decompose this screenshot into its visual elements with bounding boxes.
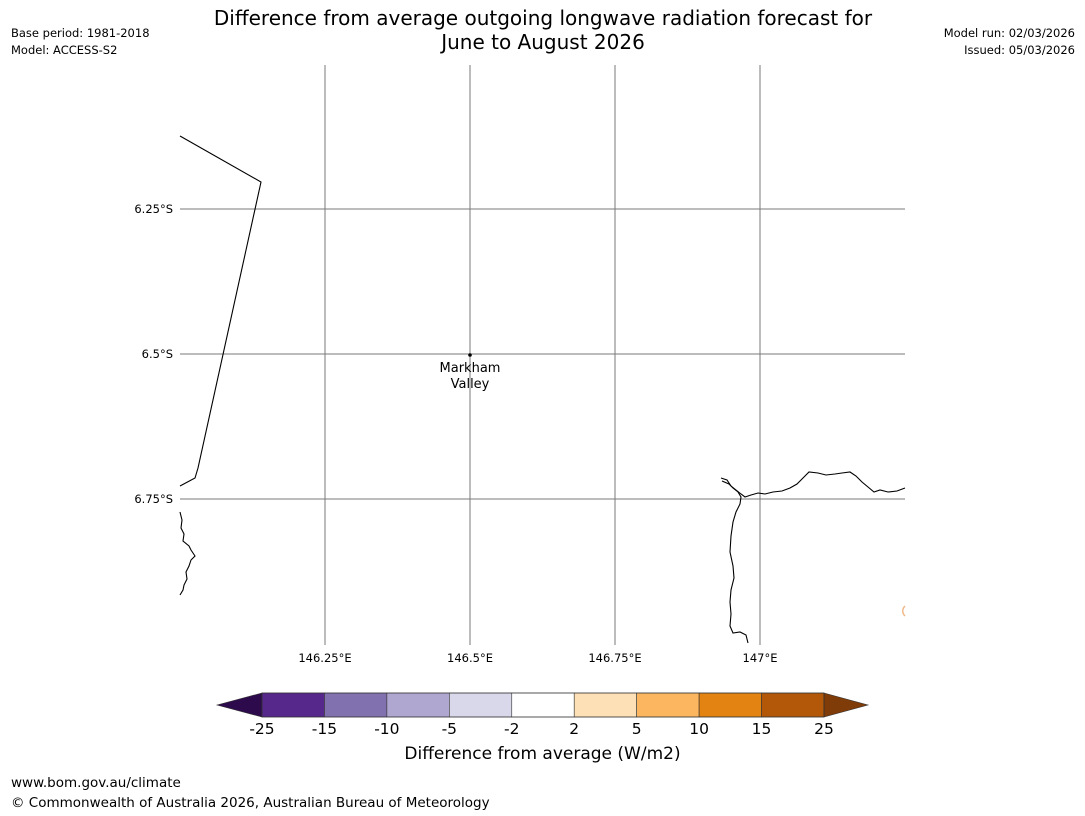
base-period-text: Base period: 1981-2018 xyxy=(11,26,150,40)
lon-label: 146.75°E xyxy=(588,651,641,665)
colorbar-segment xyxy=(261,692,325,718)
title-line-1: Difference from average outgoing longwav… xyxy=(213,6,873,30)
colorbar-tick-label: 5 xyxy=(631,720,642,738)
lat-label: 6.75°S xyxy=(134,492,173,506)
colorbar-segment xyxy=(324,692,388,718)
title-line-2: June to August 2026 xyxy=(441,30,645,54)
colorbar-label: Difference from average (W/m2) xyxy=(404,744,681,764)
colorbar-tick-label: 2 xyxy=(569,720,580,738)
colorbar-segment xyxy=(449,692,513,718)
colorbar-segment xyxy=(386,692,450,718)
colorbar-segment xyxy=(511,692,575,718)
colorbar-tick-label: 15 xyxy=(751,720,772,738)
colorbar-tick-label: 25 xyxy=(814,720,834,738)
footer-url: www.bom.gov.au/climate xyxy=(11,775,181,791)
colorbar-extend-high xyxy=(823,692,870,718)
place-label-line-2: Valley xyxy=(451,377,490,392)
colorbar-tick-label: -10 xyxy=(374,720,400,738)
colorbar-segment xyxy=(573,692,637,718)
coastline-east-lower xyxy=(721,480,749,644)
map-area: Markham Valley 6.25°S 6.5°S 6.75°S 146.2… xyxy=(134,65,906,665)
boundary-line xyxy=(179,135,262,487)
colorbar-tick-label: 10 xyxy=(689,720,709,738)
colorbar-segment xyxy=(636,692,700,718)
lon-label: 147°E xyxy=(743,651,778,665)
model-run-text: Model run: 02/03/2026 xyxy=(943,26,1075,40)
model-text: Model: ACCESS-S2 xyxy=(11,43,118,57)
colorbar-extend-low xyxy=(215,692,263,718)
footer-copyright: © Commonwealth of Australia 2026, Austra… xyxy=(11,795,490,811)
colorbar-tick-label: -25 xyxy=(249,720,275,738)
lat-label: 6.25°S xyxy=(134,202,173,216)
colorbar-segment xyxy=(761,692,825,718)
coastline-east xyxy=(720,471,906,498)
meta-right: Model run: 02/03/2026 Issued: 05/03/2026 xyxy=(944,25,1075,59)
colorbar-tick-label: -5 xyxy=(441,720,458,738)
colorbar-tick-label: -15 xyxy=(311,720,338,738)
lat-label: 6.5°S xyxy=(142,347,173,361)
place-marker xyxy=(468,353,472,357)
colorbar-outline xyxy=(261,692,825,718)
small-shaded-patch xyxy=(902,605,906,617)
colorbar xyxy=(215,692,870,718)
meta-left: Base period: 1981-2018 Model: ACCESS-S2 xyxy=(11,25,150,59)
place-label-line-1: Markham xyxy=(440,361,501,376)
coastline-west xyxy=(179,511,196,596)
lon-label: 146.5°E xyxy=(447,651,493,665)
colorbar-tick-label: -2 xyxy=(504,720,520,738)
map-title: Difference from average outgoing longwav… xyxy=(143,6,943,54)
issued-text: Issued: 05/03/2026 xyxy=(964,43,1075,57)
lon-label: 146.25°E xyxy=(298,651,351,665)
colorbar-segment xyxy=(698,692,762,718)
